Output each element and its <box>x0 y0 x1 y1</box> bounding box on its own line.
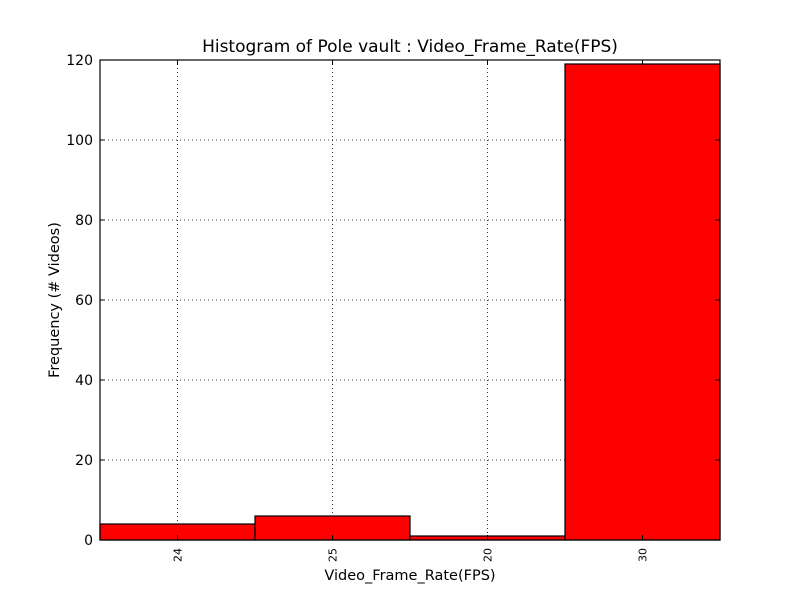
y-tick-label: 0 <box>84 533 93 549</box>
y-axis-label: Frequency (# Videos) <box>47 222 63 378</box>
y-tick-label: 20 <box>75 453 93 469</box>
x-tick-label: 30 <box>637 548 650 562</box>
bar-30 <box>564 63 721 541</box>
x-tick-label: 20 <box>482 548 495 562</box>
y-tick-label: 80 <box>75 213 93 229</box>
x-tick-label: 24 <box>172 548 185 562</box>
y-tick-label: 40 <box>75 373 93 389</box>
y-tick-label: 120 <box>66 53 93 69</box>
x-tick-label: 25 <box>327 548 340 562</box>
y-tick-label: 60 <box>75 293 93 309</box>
y-tick-label: 100 <box>66 133 93 149</box>
x-axis-label: Video_Frame_Rate(FPS) <box>324 568 495 584</box>
axis-ticks: 0 20 40 60 80 100 120 24 25 20 30 <box>66 53 720 562</box>
chart-title: Histogram of Pole vault : Video_Frame_Ra… <box>202 37 618 57</box>
